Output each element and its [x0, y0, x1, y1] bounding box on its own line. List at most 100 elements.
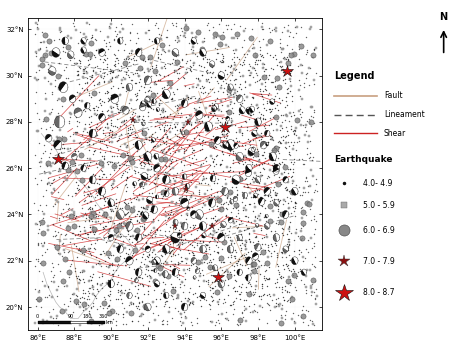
Point: [224, 71, 231, 77]
Point: [250, 262, 258, 267]
Point: [207, 60, 214, 66]
Text: 360: 360: [99, 314, 109, 319]
Point: [267, 108, 274, 114]
Point: [232, 260, 240, 266]
Point: [130, 122, 137, 128]
Point: [126, 100, 133, 105]
Point: [199, 56, 207, 62]
Point: [90, 105, 98, 111]
Point: [290, 237, 298, 242]
Point: [72, 243, 79, 249]
Point: [278, 302, 286, 307]
Point: [246, 190, 254, 196]
Point: [105, 311, 113, 316]
Point: [156, 237, 164, 243]
Point: [175, 65, 183, 70]
Point: [288, 46, 296, 52]
Point: [243, 94, 251, 100]
Point: [211, 102, 219, 107]
Point: [117, 296, 125, 301]
Point: [250, 175, 258, 181]
Point: [141, 81, 149, 87]
Point: [121, 222, 129, 227]
Point: [246, 63, 254, 69]
Polygon shape: [152, 99, 154, 104]
Point: [67, 35, 75, 41]
Point: [278, 315, 286, 321]
Point: [87, 213, 95, 219]
Point: [124, 72, 132, 78]
Point: [254, 153, 262, 159]
Point: [139, 217, 147, 222]
Point: [187, 46, 194, 52]
Point: [40, 212, 48, 217]
Point: [80, 243, 88, 248]
Point: [112, 296, 120, 302]
Point: [303, 212, 310, 218]
Point: [125, 286, 133, 291]
Point: [86, 190, 94, 196]
Point: [99, 159, 106, 165]
Point: [126, 29, 133, 35]
Point: [297, 43, 304, 49]
Point: [110, 220, 118, 226]
Polygon shape: [181, 303, 186, 311]
Point: [179, 124, 186, 130]
Point: [38, 29, 46, 35]
Point: [121, 245, 129, 251]
Polygon shape: [246, 257, 251, 264]
Point: [284, 206, 292, 211]
Point: [85, 290, 93, 296]
Point: [45, 154, 53, 159]
Point: [218, 246, 226, 252]
Point: [88, 218, 96, 223]
Point: [252, 186, 259, 191]
Point: [127, 301, 135, 307]
Point: [82, 212, 90, 218]
Point: [113, 116, 121, 122]
Point: [209, 233, 216, 238]
Point: [152, 22, 159, 27]
Point: [206, 87, 214, 92]
Point: [256, 211, 264, 216]
Point: [66, 166, 74, 172]
Point: [56, 146, 64, 152]
Point: [128, 300, 135, 306]
Point: [87, 215, 95, 221]
Point: [119, 238, 127, 244]
Point: [81, 198, 88, 204]
Point: [192, 76, 200, 81]
Point: [284, 59, 292, 64]
Point: [285, 267, 293, 273]
Point: [142, 181, 149, 187]
Point: [245, 304, 253, 309]
Point: [237, 124, 245, 129]
Point: [49, 203, 57, 209]
Point: [255, 77, 263, 83]
Point: [161, 127, 168, 133]
Point: [225, 109, 233, 114]
Point: [205, 246, 213, 252]
Point: [173, 220, 180, 226]
Point: [135, 306, 143, 312]
Point: [242, 251, 249, 257]
Point: [90, 133, 97, 139]
Point: [226, 148, 234, 153]
Point: [201, 36, 208, 41]
Point: [159, 107, 167, 113]
Point: [110, 160, 118, 166]
Point: [127, 132, 134, 137]
Point: [95, 79, 103, 85]
Point: [303, 49, 311, 55]
Point: [154, 270, 162, 275]
Point: [109, 267, 117, 273]
Point: [261, 86, 269, 92]
Point: [180, 320, 187, 326]
Point: [270, 98, 277, 104]
Point: [173, 108, 181, 113]
Point: [212, 195, 220, 201]
Point: [132, 57, 140, 62]
Polygon shape: [165, 191, 169, 197]
Point: [246, 157, 253, 163]
Point: [146, 258, 153, 263]
